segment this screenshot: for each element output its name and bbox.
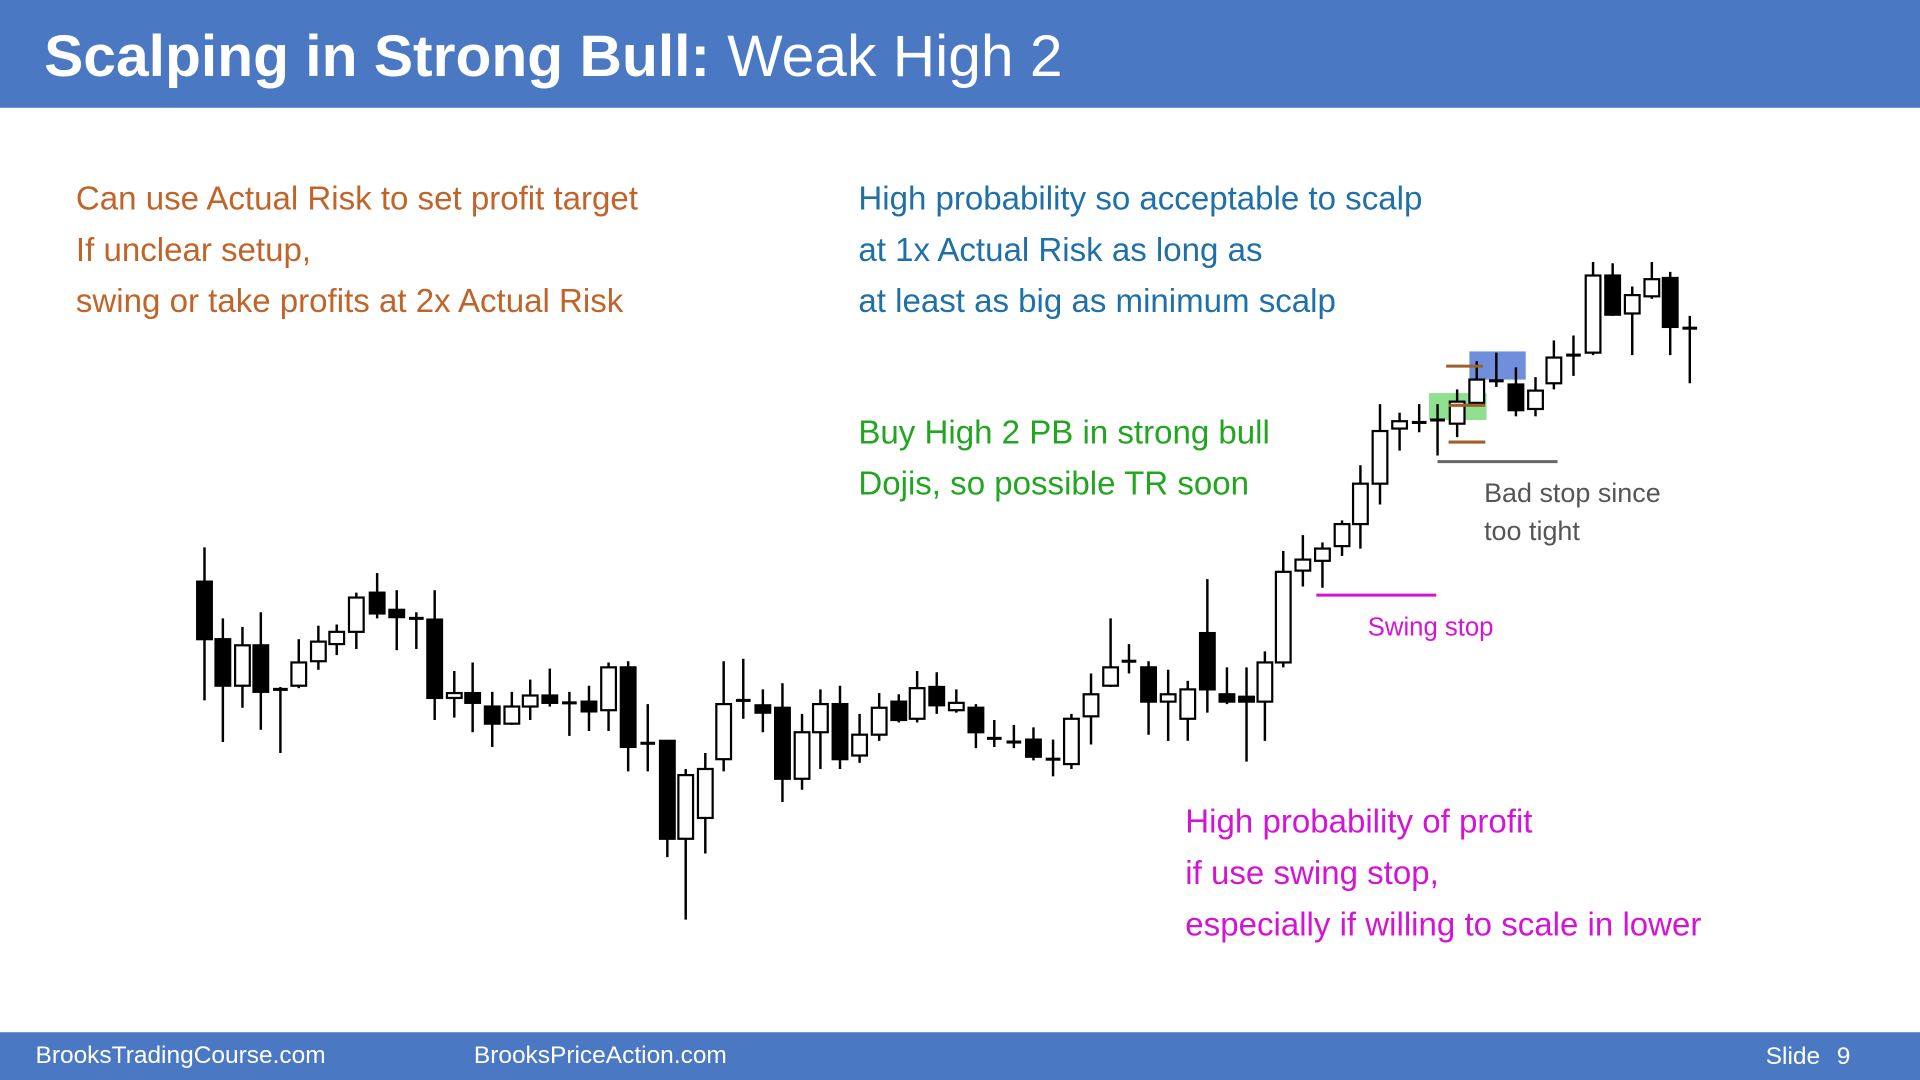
candle-body: [1661, 276, 1679, 329]
candle-body: [1256, 661, 1274, 703]
note-line: If unclear setup,: [76, 232, 311, 269]
candle-body: [619, 666, 637, 749]
candle-body: [1062, 717, 1080, 766]
slide-label: Slide: [1766, 1043, 1820, 1070]
candle-body: [368, 591, 386, 615]
note-line: especially if willing to scale in lower: [1185, 907, 1701, 944]
note-line: Can use Actual Risk to set profit target: [76, 180, 638, 217]
candle-body: [1448, 400, 1466, 425]
footer-bar: [0, 1032, 1920, 1080]
candle-body: [696, 767, 714, 820]
candle-body: [677, 774, 695, 840]
title-rest: Weak High 2: [727, 24, 1062, 89]
candle-body: [521, 694, 539, 708]
candle-body: [1584, 274, 1602, 354]
candle-body: [290, 661, 308, 687]
candle-body: [831, 702, 849, 761]
candle-body: [908, 687, 926, 720]
candle-body: [870, 706, 888, 736]
candle-body: [445, 691, 463, 700]
right-note: High probability so acceptable to scalp …: [858, 180, 1422, 320]
setup-note: Buy High 2 PB in strong bull Dojis, so p…: [858, 414, 1269, 502]
note-line: High probability of profit: [1185, 804, 1532, 841]
candle-body: [1198, 631, 1216, 691]
candle-body: [600, 666, 618, 712]
note-line: at 1x Actual Risk as long as: [858, 232, 1262, 269]
candle-body: [793, 731, 811, 780]
candle-body: [1314, 547, 1331, 562]
candle-body: [388, 608, 406, 619]
candle-body: [1527, 389, 1544, 411]
candle-body: [580, 700, 598, 713]
candle-body: [328, 630, 346, 646]
candle-body: [214, 638, 232, 687]
title-bold: Scalping in Strong Bull:: [44, 24, 710, 89]
candle-body: [347, 596, 365, 633]
bad-stop-note: Bad stop since too tight: [1484, 478, 1661, 546]
candle-body: [1391, 420, 1409, 430]
note-line: at least as big as minimum scalp: [858, 283, 1336, 320]
candle-body: [464, 691, 482, 704]
candle-body: [890, 700, 908, 722]
swing-stop-label: Swing stop: [1368, 614, 1494, 642]
candle-body: [928, 685, 946, 707]
stop-lines: [1316, 364, 1558, 597]
note-line: swing or take profits at 2x Actual Risk: [76, 283, 624, 320]
footer-link: BrooksPriceAction.com: [474, 1042, 727, 1069]
candle-body: [1545, 356, 1563, 385]
candle-body: [1351, 482, 1369, 526]
candle-body: [1294, 558, 1312, 572]
candle-body: [1604, 274, 1622, 316]
candle-body: [1623, 294, 1641, 315]
left-note: Can use Actual Risk to set profit target…: [76, 180, 638, 320]
note-line: Bad stop since: [1484, 478, 1661, 508]
candle-body: [1082, 693, 1100, 718]
slide-title: Scalping in Strong Bull: Weak High 2: [44, 24, 1063, 89]
candle-body: [483, 705, 501, 725]
candle-body: [1238, 695, 1255, 703]
candle-body: [309, 640, 327, 663]
profit-note: High probability of profit if use swing …: [1185, 804, 1701, 944]
candle-body: [851, 733, 869, 757]
candle-body: [1274, 570, 1292, 664]
note-line: High probability so acceptable to scalp: [858, 180, 1422, 217]
candle-body: [658, 739, 676, 840]
header-bar: [0, 0, 1920, 108]
candle-body: [541, 694, 559, 704]
footer-link: BrooksTradingCourse.com: [36, 1042, 326, 1069]
candle-body: [811, 702, 829, 734]
candle-body: [1179, 688, 1197, 720]
candle-body: [234, 644, 251, 687]
candle-body: [1643, 278, 1661, 298]
candle-body: [1507, 383, 1525, 412]
candle-body: [426, 618, 444, 700]
candle-body: [503, 705, 521, 725]
candle-body: [1468, 378, 1486, 404]
candle-body: [1140, 666, 1158, 703]
note-line: if use swing stop,: [1185, 855, 1438, 892]
candle-body: [715, 702, 733, 761]
note-line: Buy High 2 PB in strong bull: [858, 414, 1269, 451]
slide-number: 9: [1837, 1043, 1851, 1070]
candle-body: [1333, 522, 1351, 548]
candle-body: [947, 701, 965, 712]
candle-body: [1218, 693, 1236, 703]
footer: BrooksTradingCourse.com BrooksPriceActio…: [36, 1042, 1851, 1070]
candle-body: [774, 706, 791, 780]
candle-body: [1025, 738, 1042, 758]
note-line: too tight: [1484, 516, 1580, 546]
candle-body: [967, 706, 985, 734]
candle-body: [1102, 666, 1120, 687]
candle-body: [196, 580, 213, 641]
candle-body: [252, 644, 270, 693]
candle-body: [1371, 429, 1389, 485]
candlestick-chart: [196, 262, 1698, 920]
candle-body: [754, 704, 772, 714]
candle-body: [1159, 693, 1177, 703]
note-line: Dojis, so possible TR soon: [858, 466, 1249, 503]
